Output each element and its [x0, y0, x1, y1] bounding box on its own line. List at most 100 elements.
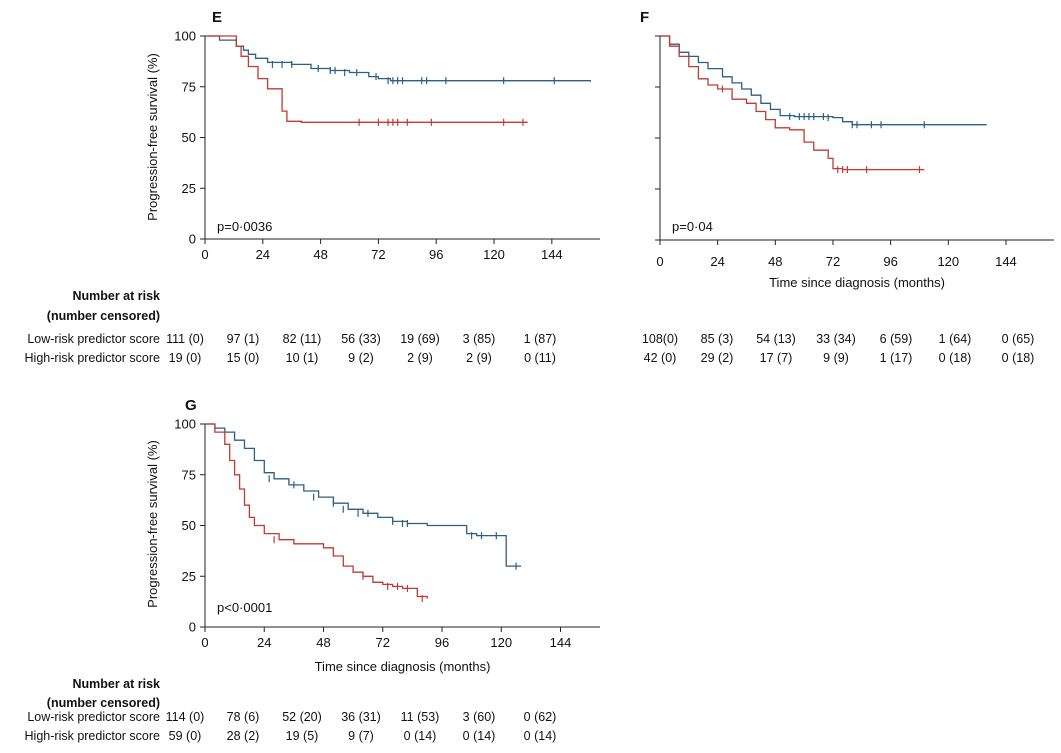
x-tick-label: 24 [256, 247, 270, 262]
x-tick-label: 48 [316, 635, 330, 650]
x-tick-label: 144 [995, 254, 1017, 269]
risk-count: 82 (11) [283, 332, 322, 346]
risk-count: 0 (18) [939, 351, 972, 365]
y-tick-label: 100 [174, 29, 196, 44]
x-tick-label: 96 [883, 254, 897, 269]
risk-count: 52 (20) [282, 710, 322, 724]
panel-e: E 0 25 50 75 100 0 24 48 72 96 120 144 Progression-fr… [25, 9, 600, 365]
risk-count: 6 (59) [880, 332, 913, 346]
risk-count: 10 (1) [286, 351, 319, 365]
x-tick-label: 120 [937, 254, 959, 269]
km-curve-low [205, 35, 592, 82]
risk-count: 2 (9) [466, 351, 492, 365]
risk-count: 2 (9) [407, 351, 433, 365]
p-value-label: p=0·0036 [217, 219, 272, 234]
panel-label: E [212, 9, 222, 26]
x-tick-label: 48 [768, 254, 782, 269]
panel-label: G [185, 397, 197, 414]
risk-count: 111 (0) [166, 332, 204, 346]
y-tick-label: 0 [189, 232, 196, 247]
risk-count: 78 (6) [227, 710, 260, 724]
x-tick-label: 72 [826, 254, 840, 269]
x-tick-label: 48 [313, 247, 327, 262]
risk-count: 54 (13) [756, 332, 796, 346]
p-value-label: p=0·04 [672, 219, 713, 234]
risk-count: 1 (87) [524, 332, 557, 346]
x-tick-label: 96 [429, 247, 443, 262]
risk-count: 114 (0) [166, 710, 205, 724]
risk-count: 1 (64) [939, 332, 972, 346]
risk-count: 42 (0) [644, 351, 677, 365]
km-curve-high [660, 35, 925, 171]
y-tick-label: 50 [182, 130, 196, 145]
risk-count: 9 (7) [348, 729, 374, 743]
risk-count: 33 (34) [816, 332, 856, 346]
risk-count: 11 (53) [401, 710, 440, 724]
risk-count: 3 (85) [463, 332, 496, 346]
risk-table-header: (number censored) [47, 696, 160, 710]
risk-row-label: Low-risk predictor score [27, 332, 160, 346]
risk-count: 19 (69) [400, 332, 440, 346]
x-tick-label: 0 [201, 635, 208, 650]
risk-row-label: High-risk predictor score [25, 729, 161, 743]
risk-count: 1 (17) [880, 351, 913, 365]
risk-count: 0 (14) [463, 729, 496, 743]
x-axis-label: Time since diagnosis (months) [315, 659, 491, 674]
risk-count: 9 (9) [823, 351, 849, 365]
y-tick-label: 50 [182, 518, 196, 533]
panel-label: F [640, 9, 649, 26]
risk-count: 0 (14) [524, 729, 557, 743]
x-tick-label: 24 [257, 635, 271, 650]
risk-table-header: (number censored) [47, 309, 160, 323]
risk-count: 56 (33) [341, 332, 381, 346]
x-tick-label: 144 [541, 247, 563, 262]
risk-count: 9 (2) [348, 351, 374, 365]
risk-count: 108(0) [642, 332, 678, 346]
risk-count: 0 (11) [524, 351, 556, 365]
x-tick-label: 144 [550, 635, 572, 650]
x-tick-label: 72 [371, 247, 385, 262]
risk-count: 28 (2) [227, 729, 260, 743]
x-tick-label: 0 [201, 247, 208, 262]
panel-f: F 0 24 48 72 96 120 144 Time since diagnosis (mo… [640, 9, 1054, 365]
x-tick-label: 0 [656, 254, 663, 269]
risk-table-header: Number at risk [72, 289, 160, 303]
x-tick-label: 120 [490, 635, 512, 650]
risk-count: 36 (31) [341, 710, 381, 724]
y-tick-label: 100 [174, 417, 196, 432]
risk-count: 0 (14) [404, 729, 437, 743]
y-axis-label: Progression-free survival (%) [145, 53, 160, 221]
x-axis-label: Time since diagnosis (months) [769, 275, 945, 290]
km-curve-high [205, 423, 428, 599]
risk-count: 19 (5) [286, 729, 319, 743]
risk-count: 19 (0) [169, 351, 202, 365]
km-curve-low [205, 423, 521, 567]
y-tick-label: 25 [182, 181, 196, 196]
x-tick-label: 96 [435, 635, 449, 650]
y-axis-label: Progression-free survival (%) [145, 440, 160, 608]
risk-count: 0 (18) [1002, 351, 1035, 365]
y-tick-label: 75 [182, 467, 196, 482]
x-tick-label: 24 [710, 254, 724, 269]
risk-count: 97 (1) [227, 332, 260, 346]
risk-count: 29 (2) [701, 351, 734, 365]
risk-count: 17 (7) [760, 351, 793, 365]
km-curve-high [205, 35, 528, 123]
risk-count: 0 (62) [524, 710, 557, 724]
panel-g: G 0 25 50 75 100 0 24 48 72 96 120 144 Progression-fr… [25, 397, 600, 743]
km-curve-low [660, 35, 987, 126]
y-tick-label: 0 [189, 620, 196, 635]
risk-count: 59 (0) [169, 729, 202, 743]
y-tick-label: 25 [182, 569, 196, 584]
risk-count: 85 (3) [701, 332, 734, 346]
y-tick-label: 75 [182, 79, 196, 94]
x-tick-label: 72 [376, 635, 390, 650]
risk-row-label: High-risk predictor score [25, 351, 161, 365]
risk-count: 15 (0) [227, 351, 260, 365]
risk-count: 3 (60) [463, 710, 496, 724]
x-tick-label: 120 [483, 247, 505, 262]
risk-count: 0 (65) [1002, 332, 1035, 346]
risk-row-label: Low-risk predictor score [27, 710, 160, 724]
risk-table-header: Number at risk [72, 677, 160, 691]
